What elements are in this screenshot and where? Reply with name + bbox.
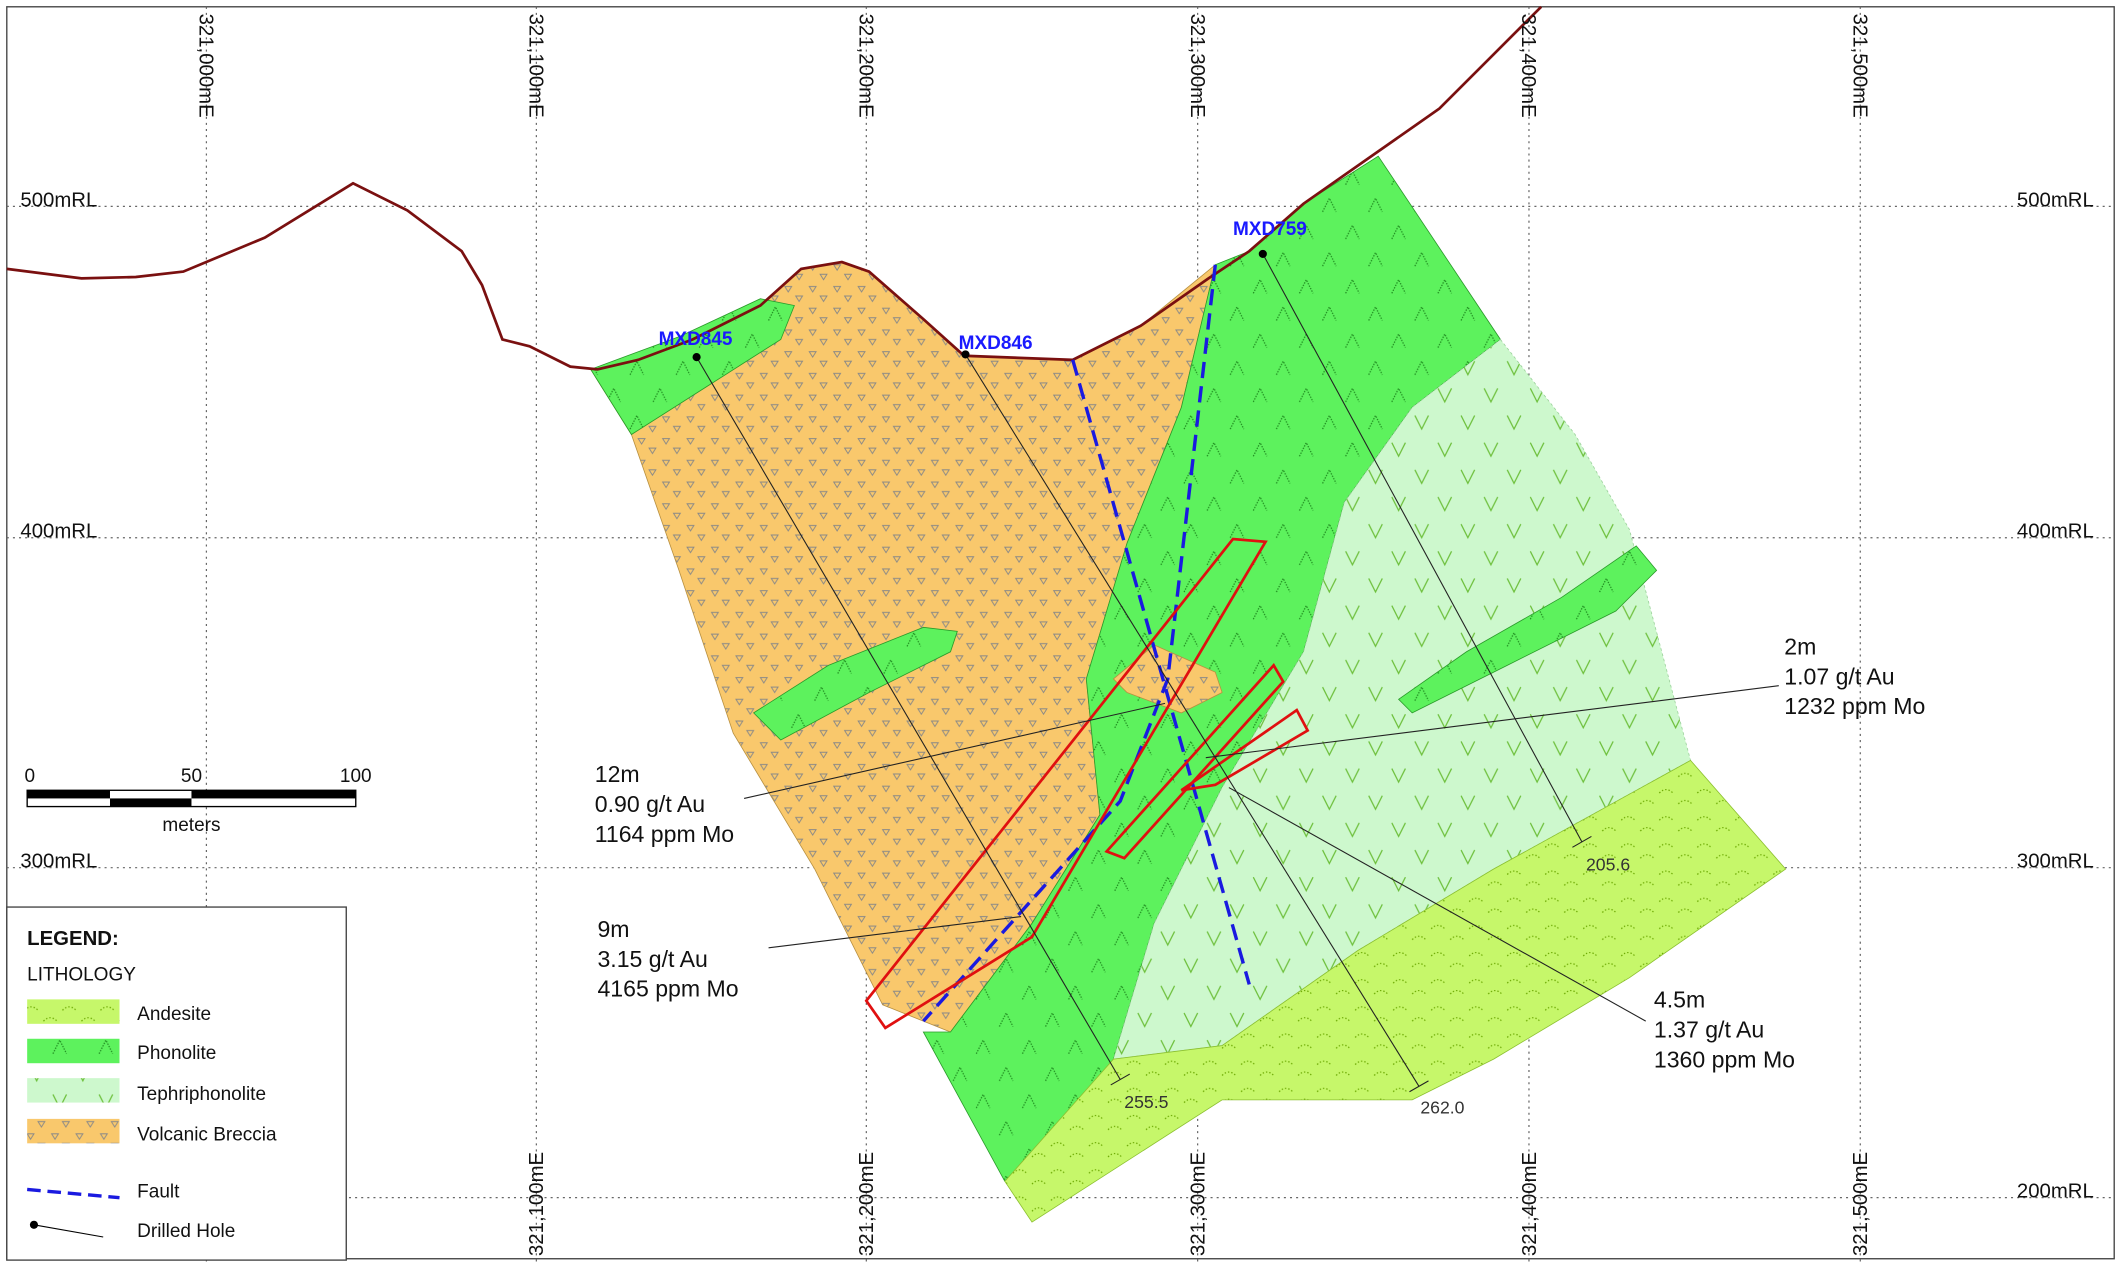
easting-label: 321,100mE — [525, 14, 547, 118]
end-depth: 205.6 — [1586, 854, 1630, 874]
hole-end — [1572, 835, 1592, 848]
fault — [1071, 359, 1251, 985]
intercept-text: 0.90 g/t Au — [595, 791, 705, 817]
legend-label: Tephriphonolite — [137, 1084, 266, 1105]
legend-label: Phonolite — [137, 1043, 216, 1064]
topography — [6, 5, 1543, 371]
hole-end — [1110, 1073, 1131, 1086]
collar — [961, 350, 970, 359]
scale-label: 100 — [340, 766, 372, 787]
easting-label: 321,100mE — [526, 1152, 548, 1256]
collar — [1258, 249, 1267, 258]
rl-label: 400mRL — [20, 521, 97, 543]
intercept-text: 1.37 g/t Au — [1654, 1016, 1764, 1042]
scale-bar: 0 50 100 meters — [24, 766, 371, 836]
legend-swatch — [27, 1038, 120, 1064]
easting-label: 321,000mE — [195, 14, 217, 118]
ore-zone — [1104, 663, 1285, 860]
rl-label: 200mRL — [2017, 1181, 2094, 1203]
easting-label: 321,200mE — [856, 1152, 878, 1256]
leader — [743, 702, 1166, 799]
intercept-text: 1232 ppm Mo — [1784, 693, 1925, 719]
drill-trace — [964, 354, 1420, 1087]
intercept-text: 1.07 g/t Au — [1784, 663, 1894, 689]
intercept-text: 2m — [1784, 633, 1816, 659]
intercept-text: 1360 ppm Mo — [1654, 1046, 1795, 1072]
scale-segment — [109, 798, 192, 807]
scale-segment — [191, 790, 356, 799]
easting-label: 321,400mE — [1517, 14, 1539, 118]
legend: LEGEND: LITHOLOGY Andesite Phonolite Tep… — [6, 906, 347, 1261]
legend-title: LEGEND: — [27, 928, 119, 950]
intercept-text: 4165 ppm Mo — [597, 976, 738, 1002]
intercept-text: 1164 ppm Mo — [595, 821, 734, 847]
drill-trace — [696, 356, 1121, 1080]
phonolite-lens — [752, 626, 958, 741]
scale-label: 50 — [181, 766, 202, 787]
leader — [768, 916, 1022, 949]
legend-subtitle: LITHOLOGY — [27, 964, 136, 985]
drill-trace — [1262, 253, 1583, 843]
end-depth: 255.5 — [1124, 1092, 1168, 1112]
legend-label: Volcanic Breccia — [137, 1125, 277, 1146]
easting-label: 321,300mE — [1187, 1152, 1209, 1256]
rl-label: 500mRL — [20, 189, 97, 211]
grid-labels: 321,000mE 321,100mE 321,200mE 321,300mE … — [20, 14, 2093, 1256]
hole-end — [1409, 1080, 1429, 1093]
leader — [1228, 787, 1647, 1022]
scale-unit: meters — [162, 815, 220, 836]
scale-label: 0 — [24, 766, 35, 787]
easting-label: 321,200mE — [855, 14, 877, 118]
intercept-text: 3.15 g/t Au — [597, 946, 707, 972]
intercept-text: 9m — [597, 916, 629, 942]
easting-label: 321,500mE — [1850, 1152, 1872, 1256]
drill-holes: MXD845 MXD846 MXD759 255.5 262.0 205.6 — [659, 219, 1631, 1118]
leader — [1205, 685, 1779, 759]
rl-label: 400mRL — [2017, 521, 2094, 543]
ore-zone — [864, 537, 1268, 1030]
easting-label: 321,300mE — [1186, 14, 1208, 118]
legend-collar — [29, 1220, 39, 1229]
easting-label: 321,400mE — [1519, 1152, 1541, 1256]
easting-label: 321,500mE — [1848, 14, 1870, 118]
rl-label: 500mRL — [2017, 189, 2094, 211]
end-depth: 262.0 — [1420, 1097, 1464, 1117]
mineralised-zones — [864, 537, 1310, 1030]
hole-name: MXD759 — [1233, 219, 1307, 240]
legend-label: Fault — [137, 1182, 180, 1203]
legend-fault — [27, 1187, 120, 1200]
andesite — [1004, 759, 1787, 1223]
legend-label: Andesite — [137, 1004, 211, 1025]
rl-label: 300mRL — [20, 851, 97, 873]
legend-label: Drilled Hole — [137, 1221, 235, 1242]
intercepts: 12m 0.90 g/t Au 1164 ppm Mo 9m 3.15 g/t … — [595, 633, 1926, 1072]
scale-segment — [27, 790, 110, 799]
intercept-text: 4.5m — [1654, 987, 1705, 1013]
hole-name: MXD846 — [959, 333, 1033, 354]
legend-hole — [33, 1224, 104, 1238]
geology — [590, 155, 1787, 1223]
rl-label: 300mRL — [2017, 851, 2094, 873]
phonolite-lens — [590, 298, 795, 436]
intercept-text: 12m — [595, 761, 640, 787]
legend-swatch — [27, 1118, 120, 1144]
legend-swatch — [27, 999, 120, 1024]
collar — [692, 353, 701, 362]
legend-swatch — [27, 1078, 120, 1103]
ore-zone — [1180, 708, 1310, 792]
hole-name: MXD845 — [659, 329, 733, 350]
phonolite-lens — [1397, 545, 1658, 714]
